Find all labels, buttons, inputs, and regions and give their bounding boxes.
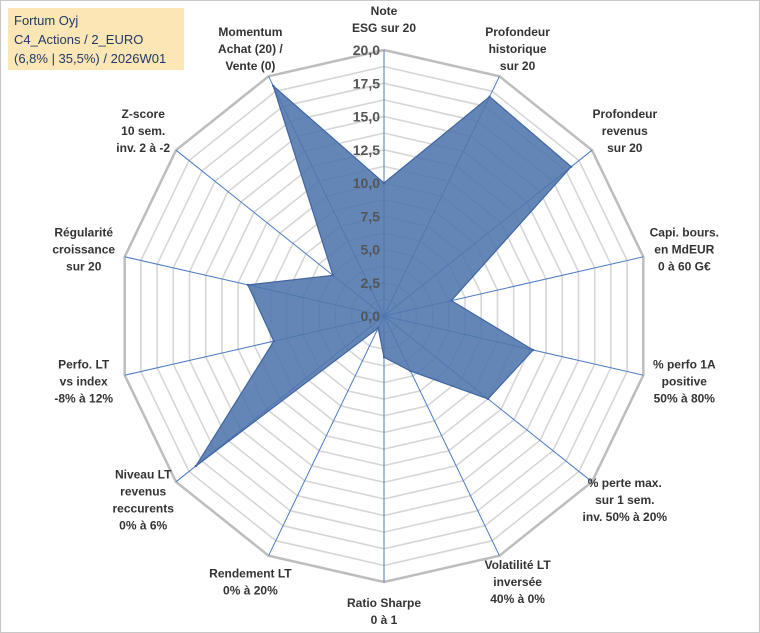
- axis-label-line: revenus: [120, 485, 166, 499]
- series-point: [486, 397, 490, 401]
- axis-label: % perte max. sur 1 sem. inv. 50% à 20%: [583, 476, 668, 524]
- tick-label: 7,5: [361, 208, 381, 224]
- axis-label: Profondeur historique sur 20: [485, 25, 550, 73]
- tick-label: 15,0: [353, 109, 380, 125]
- axis-label-line: 0% à 6%: [119, 519, 167, 533]
- series-point: [272, 340, 275, 343]
- series-point: [450, 299, 453, 302]
- title-line-category: C4_Actions / 2_EURO: [14, 32, 144, 47]
- series-point: [488, 95, 491, 98]
- tick-label: 10,0: [353, 175, 380, 191]
- axis-label: Capi. bours. en MdEUR 0 à 60 G€: [650, 226, 719, 274]
- axis-label: Ratio Sharpe 0 à 1: [347, 596, 421, 627]
- axis-label-line: vs index: [60, 374, 108, 388]
- axis-label: % perfo 1A positive 50% à 80%: [653, 357, 716, 405]
- axis-label-line: Z-score: [122, 107, 166, 121]
- axis-label-line: 0% à 20%: [223, 584, 278, 598]
- axis-label-line: historique: [489, 42, 547, 56]
- axis-label-line: revenus: [602, 124, 648, 138]
- axis-label-line: inversée: [493, 575, 542, 589]
- axis-label-line: Vente (0): [225, 59, 275, 73]
- axis-label-line: 10 sem.: [121, 124, 165, 138]
- axis-label-line: reccurents: [113, 502, 175, 516]
- axis-label-line: 40% à 0%: [490, 592, 545, 606]
- axis-label-line: Perfo. LT: [58, 357, 110, 371]
- tick-label: 12,5: [353, 142, 380, 158]
- title-line-stats: (6,8% | 35,5%) / 2026W01: [14, 51, 167, 66]
- tick-label: 2,5: [361, 275, 381, 291]
- tick-label: 5,0: [361, 242, 381, 258]
- axis-label-line: 0 à 1: [371, 613, 398, 627]
- axis-label: Momentum Achat (20) / Vente (0): [218, 25, 283, 73]
- axis-label-line: ESG sur 20: [352, 21, 416, 35]
- axis-label-line: Profondeur: [592, 107, 657, 121]
- title-line-company: Fortum Oyj: [14, 13, 79, 28]
- axis-label-line: sur 20: [500, 59, 536, 73]
- series-point: [194, 464, 197, 468]
- axis-label: Perfo. LT vs index -8% à 12%: [54, 357, 113, 405]
- radar-axis-labels: Note ESG sur 20 Profondeur historique sur 20…: [52, 4, 719, 627]
- series-point: [377, 326, 380, 330]
- axis-label-line: sur 20: [607, 141, 643, 155]
- series-point: [531, 348, 535, 352]
- axis-label-line: Capi. bours.: [650, 226, 719, 240]
- tick-label: 0,0: [361, 308, 381, 324]
- axis-label-line: 50% à 80%: [654, 391, 716, 405]
- series-point: [272, 84, 275, 88]
- axis-label-line: croissance: [52, 243, 115, 257]
- radar-spoke: [268, 315, 385, 556]
- axis-label: Niveau LT revenus reccurents 0% à 6%: [113, 468, 175, 533]
- series-point: [409, 369, 412, 373]
- tick-label: 17,5: [353, 75, 380, 91]
- axis-label: Rendement LT 0% à 20%: [209, 567, 292, 598]
- tick-label: 20,0: [353, 42, 380, 58]
- axis-label-line: Régularité: [54, 226, 113, 240]
- axis-label-line: inv. 50% à 20%: [583, 510, 668, 524]
- radar-series: [194, 84, 573, 468]
- axis-label-line: Rendement LT: [209, 567, 292, 581]
- axis-label: Volatilité LT inversée 40% à 0%: [484, 558, 551, 606]
- axis-label: Z-score 10 sem. inv. 2 à -2: [116, 107, 170, 155]
- axis-label-line: % perfo 1A: [653, 357, 716, 371]
- chart-title-box: Fortum Oyj C4_Actions / 2_EURO (6,8% | 3…: [8, 8, 184, 70]
- axis-label: Régularité croissance sur 20: [52, 226, 115, 274]
- axis-label-line: Profondeur: [485, 25, 550, 39]
- series-point: [246, 283, 250, 287]
- axis-label-line: 0 à 60 G€: [658, 260, 711, 274]
- axis-label-line: -8% à 12%: [54, 391, 113, 405]
- axis-label-line: Volatilité LT: [484, 558, 551, 572]
- series-point: [570, 165, 573, 168]
- axis-label-line: Momentum: [218, 25, 282, 39]
- axis-label-line: Achat (20) /: [218, 42, 283, 56]
- series-point: [382, 356, 386, 359]
- axis-label-line: inv. 2 à -2: [116, 141, 170, 155]
- radar-tick-labels: 0,0 2,5 5,0 7,5 10,0 12,5 15,0 17,5 20,0: [353, 42, 380, 324]
- axis-label-line: Ratio Sharpe: [347, 596, 421, 610]
- axis-label-line: en MdEUR: [654, 243, 714, 257]
- axis-label-line: Niveau LT: [115, 468, 172, 482]
- axis-label-line: positive: [662, 374, 708, 388]
- axis-label: Profondeur revenus sur 20: [592, 107, 657, 155]
- axis-label-line: sur 20: [66, 260, 102, 274]
- axis-label: Note ESG sur 20: [352, 4, 416, 35]
- axis-label-line: sur 1 sem.: [595, 493, 654, 507]
- series-point: [331, 274, 335, 277]
- series-point: [382, 181, 386, 185]
- axis-label-line: Note: [371, 4, 398, 18]
- axis-label-line: % perte max.: [588, 476, 662, 490]
